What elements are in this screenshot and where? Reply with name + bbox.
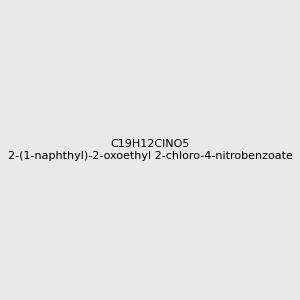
Text: C19H12ClNO5
2-(1-naphthyl)-2-oxoethyl 2-chloro-4-nitrobenzoate: C19H12ClNO5 2-(1-naphthyl)-2-oxoethyl 2-… xyxy=(8,139,292,161)
